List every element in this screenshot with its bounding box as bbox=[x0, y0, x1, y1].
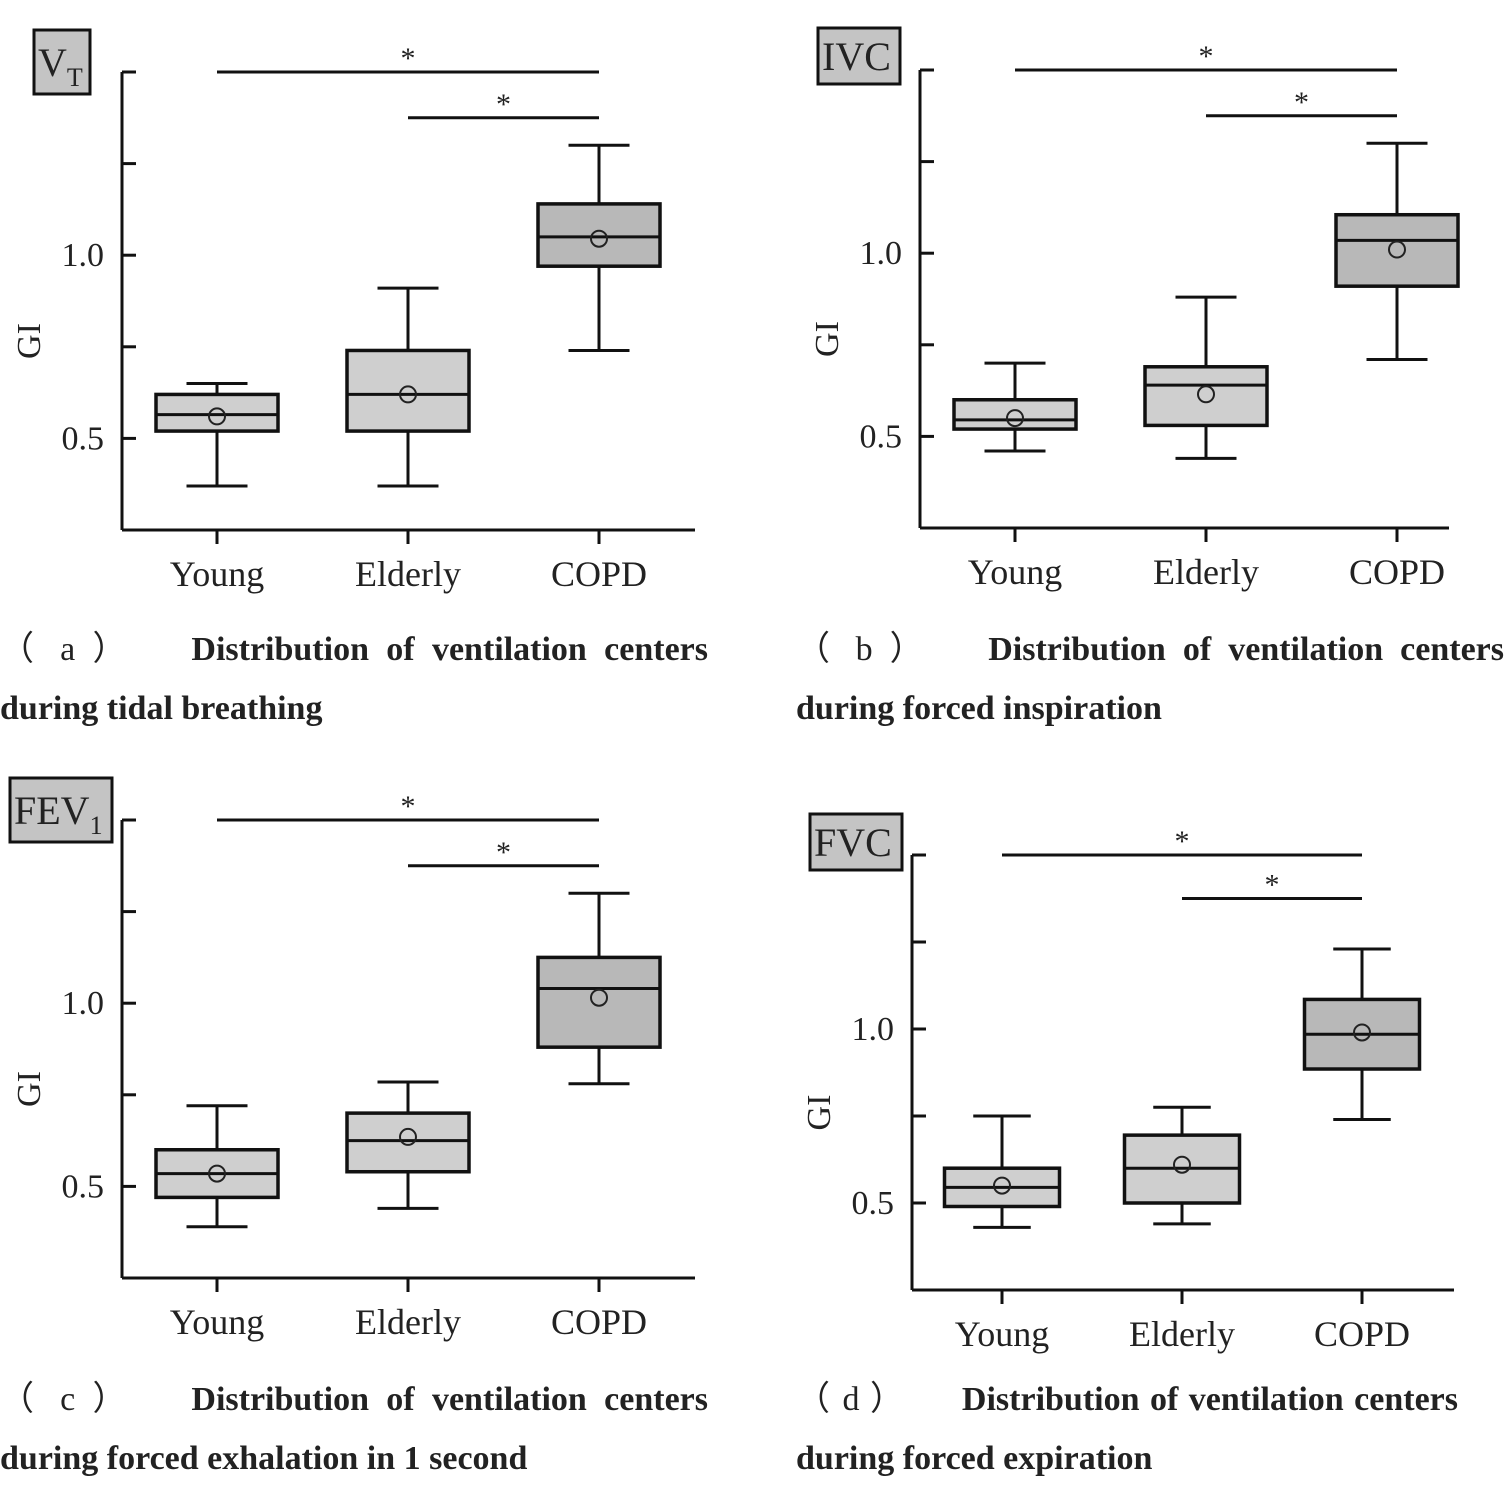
significance-star-c: * bbox=[496, 836, 511, 869]
box-a bbox=[154, 392, 280, 433]
significance-star-d: * bbox=[1265, 869, 1280, 902]
box-a bbox=[536, 202, 662, 268]
chart-b: 0.5 1.0 GI Young Elderly COPD * * IVC bbox=[809, 26, 1460, 592]
mean-marker-d bbox=[993, 1176, 1011, 1195]
caption-d: （ d ） Distribution of ventilation centers… bbox=[796, 1370, 1458, 1488]
significance-star-a: * bbox=[496, 88, 511, 121]
caption-c: （ c ） Distribution of ventilation centers… bbox=[0, 1370, 708, 1488]
significance-star-a: * bbox=[401, 42, 416, 75]
panel-label-d: FVC bbox=[814, 820, 892, 865]
chart-c: 0.5 1.0 GI Young Elderly COPD * * FEV1 bbox=[8, 776, 695, 1342]
x-tick-label-b: COPD bbox=[1349, 552, 1445, 592]
significance-star-b: * bbox=[1199, 40, 1214, 73]
y-tick-label-d: 1.0 bbox=[852, 1011, 895, 1048]
box-c bbox=[536, 955, 662, 1049]
mean-marker-c bbox=[208, 1164, 226, 1183]
significance-star-b: * bbox=[1294, 86, 1309, 119]
mean-marker-c bbox=[399, 1127, 417, 1146]
mean-marker-d bbox=[1173, 1155, 1191, 1174]
caption-tag-d: （ d ） bbox=[796, 1381, 906, 1418]
panel-label-b: IVC bbox=[822, 34, 891, 79]
panel-label-box-c bbox=[8, 776, 114, 844]
box-a bbox=[345, 348, 471, 433]
x-tick-label-a: Young bbox=[170, 554, 264, 594]
caption-tag-a: （ a ） bbox=[0, 631, 136, 668]
mean-marker-c bbox=[590, 988, 608, 1007]
significance-star-d: * bbox=[1175, 825, 1190, 858]
y-tick-label-d: 0.5 bbox=[852, 1185, 895, 1222]
x-tick-label-c: COPD bbox=[551, 1302, 647, 1342]
x-tick-label-c: Young bbox=[170, 1302, 264, 1342]
mean-marker-d bbox=[1353, 1023, 1371, 1042]
mean-marker-a bbox=[208, 407, 226, 426]
panel-label-box-a bbox=[32, 28, 92, 96]
mean-marker-a bbox=[399, 385, 417, 404]
caption-text-a: Distribution of ventilation centers duri… bbox=[0, 631, 708, 727]
mean-marker-b bbox=[1197, 385, 1215, 404]
x-tick-label-a: COPD bbox=[551, 554, 647, 594]
box-b bbox=[1143, 365, 1269, 428]
panel-label-box-b bbox=[816, 26, 902, 86]
x-tick-label-d: Elderly bbox=[1129, 1314, 1235, 1354]
y-tick-label-c: 1.0 bbox=[62, 985, 105, 1022]
caption-text-d: Distribution of ventilation centers duri… bbox=[796, 1381, 1458, 1477]
mean-marker-b bbox=[1006, 409, 1024, 428]
x-tick-label-b: Elderly bbox=[1153, 552, 1259, 592]
caption-text-c: Distribution of ventilation centers duri… bbox=[0, 1381, 708, 1477]
x-tick-label-a: Elderly bbox=[355, 554, 461, 594]
caption-b: （ b ） Distribution of ventilation centers… bbox=[796, 620, 1504, 738]
y-tick-label-a: 1.0 bbox=[62, 237, 105, 274]
y-axis-label-c: GI bbox=[11, 1071, 48, 1107]
significance-star-c: * bbox=[401, 790, 416, 823]
caption-text-b: Distribution of ventilation centers duri… bbox=[796, 631, 1505, 727]
panel-label-c: FEV1 bbox=[14, 788, 103, 840]
box-c bbox=[345, 1111, 471, 1174]
box-b bbox=[1334, 212, 1460, 288]
y-tick-label-b: 0.5 bbox=[860, 418, 903, 455]
caption-a: （ a ） Distribution of ventilation centers… bbox=[0, 620, 708, 738]
x-tick-label-d: COPD bbox=[1314, 1314, 1410, 1354]
x-tick-label-d: Young bbox=[955, 1314, 1049, 1354]
mean-marker-a bbox=[590, 229, 608, 248]
y-axis-label-b: GI bbox=[809, 321, 846, 357]
mean-marker-b bbox=[1388, 240, 1406, 259]
y-tick-label-b: 1.0 bbox=[860, 235, 903, 272]
y-tick-label-a: 0.5 bbox=[62, 420, 105, 457]
y-axis-label-a: GI bbox=[11, 323, 48, 359]
y-tick-label-c: 0.5 bbox=[62, 1168, 105, 1205]
x-tick-label-b: Young bbox=[968, 552, 1062, 592]
panel-label-box-d bbox=[808, 812, 904, 872]
caption-tag-c: （ c ） bbox=[0, 1381, 136, 1418]
chart-d: 0.5 1.0 GI Young Elderly COPD * * FVC bbox=[801, 812, 1454, 1354]
x-tick-label-c: Elderly bbox=[355, 1302, 461, 1342]
caption-tag-b: （ b ） bbox=[796, 631, 933, 668]
y-axis-label-d: GI bbox=[801, 1095, 838, 1131]
box-b bbox=[952, 398, 1078, 431]
